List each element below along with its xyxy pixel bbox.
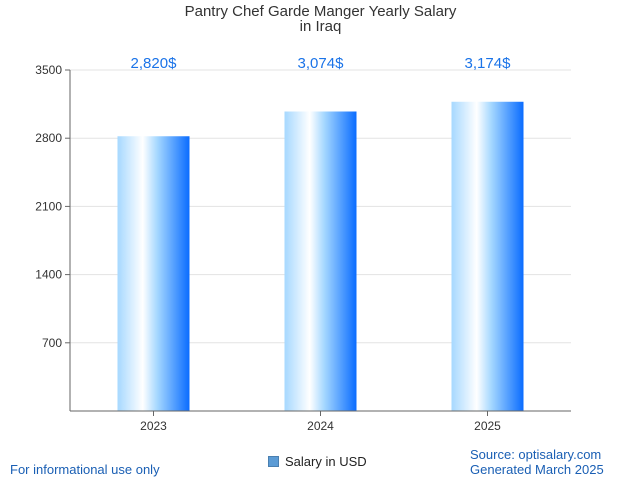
legend-swatch xyxy=(268,455,279,467)
legend-label: Salary in USD xyxy=(285,453,367,469)
y-tick-label: 1400 xyxy=(35,268,62,282)
bars xyxy=(117,101,524,411)
bar-2024 xyxy=(284,111,357,411)
chart-title-block: Pantry Chef Garde Manger Yearly Salary i… xyxy=(0,4,641,34)
data-labels: 2,820$ 3,074$ 3,174$ xyxy=(131,55,512,72)
source-text: Source: optisalary.com xyxy=(470,447,602,462)
data-label: 3,074$ xyxy=(298,55,345,72)
chart-title: Pantry Chef Garde Manger Yearly Salary xyxy=(184,3,457,20)
bar-2025 xyxy=(451,101,524,411)
chart-subtitle: in Iraq xyxy=(299,18,342,35)
x-tick-label: 2025 xyxy=(474,419,501,433)
data-label: 2,820$ xyxy=(131,55,178,72)
legend: Salary in USD xyxy=(268,451,367,471)
y-tick-label: 2100 xyxy=(35,199,62,213)
x-tick-label: 2024 xyxy=(307,419,334,433)
x-tick-label: 2023 xyxy=(140,419,167,433)
y-tick-label: 3500 xyxy=(35,63,62,77)
generated-text: Generated March 2025 xyxy=(470,462,604,477)
y-tick-label: 700 xyxy=(42,336,62,350)
y-tick-label: 2800 xyxy=(35,131,62,145)
data-label: 3,174$ xyxy=(465,55,512,72)
disclaimer-text: For informational use only xyxy=(10,462,160,477)
axes: 700 1400 2100 2800 3500 2023 2024 2025 xyxy=(35,63,571,433)
bar-2023 xyxy=(117,136,190,411)
source-block: Source: optisalary.com Generated March 2… xyxy=(470,447,604,477)
